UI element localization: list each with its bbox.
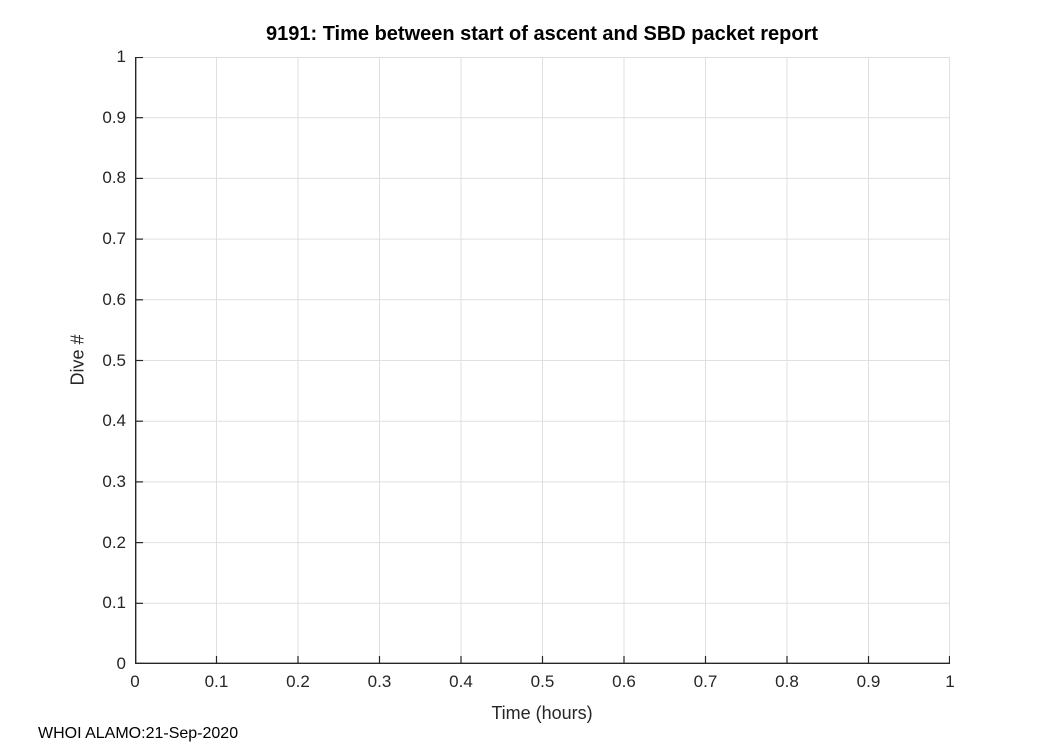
y-tick-label: 0.3	[102, 471, 126, 491]
y-tick-label: 0.1	[102, 593, 126, 613]
y-tick-label: 0.5	[102, 350, 126, 370]
footer-note: WHOI ALAMO:21-Sep-2020	[38, 725, 239, 742]
plot-area	[135, 57, 950, 664]
x-tick-label: 0.6	[612, 672, 636, 691]
x-tick-label: 0.2	[286, 672, 310, 691]
x-tick-label: 0.3	[367, 672, 392, 691]
y-tick-label: 1	[116, 47, 126, 66]
x-tick-label: 0.1	[204, 672, 229, 691]
x-tick-label: 0	[130, 672, 140, 691]
y-tick-label: 0.7	[102, 229, 126, 249]
y-tick-label: 0.6	[102, 289, 126, 309]
y-tick-label: 0.8	[102, 168, 126, 188]
y-tick-label: 0.4	[102, 411, 126, 431]
x-tick-label: 1	[945, 672, 955, 691]
axes-canvas	[135, 57, 950, 664]
x-axis-label: Time (hours)	[491, 703, 593, 723]
x-tick-label: 0.9	[856, 672, 881, 691]
y-tick-label: 0.2	[102, 532, 126, 552]
y-tick-label: 0.9	[102, 107, 126, 127]
x-tick-label: 0.8	[775, 672, 799, 691]
x-tick-label: 0.7	[693, 672, 718, 691]
x-tick-label: 0.5	[530, 672, 555, 691]
y-tick-label: 0	[116, 654, 126, 673]
x-tick-label: 0.4	[449, 672, 473, 691]
chart-title: 9191: Time between start of ascent and S…	[265, 23, 819, 45]
